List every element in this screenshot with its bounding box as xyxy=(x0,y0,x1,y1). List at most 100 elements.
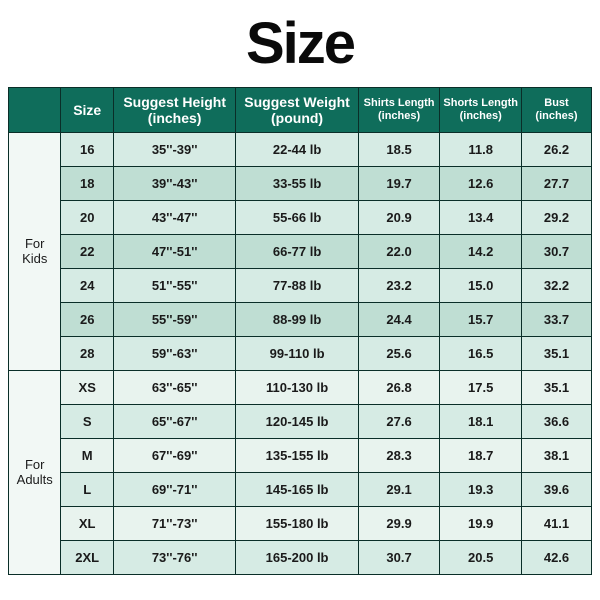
shorts-length-cell: 16.5 xyxy=(440,337,522,371)
table-row: 2XL73''-76''165-200 lb30.720.542.6 xyxy=(9,541,592,575)
header-group-blank xyxy=(9,88,61,133)
size-cell: S xyxy=(61,405,113,439)
bust-cell: 39.6 xyxy=(522,473,592,507)
shirt-length-cell: 20.9 xyxy=(358,201,440,235)
header-suggest-weight: Suggest Weight(pound) xyxy=(236,88,358,133)
bust-cell: 36.6 xyxy=(522,405,592,439)
shirt-length-cell: 30.7 xyxy=(358,541,440,575)
height-cell: 59''-63'' xyxy=(113,337,235,371)
height-cell: 63''-65'' xyxy=(113,371,235,405)
row-group-label: ForAdults xyxy=(9,371,61,575)
height-cell: 51''-55'' xyxy=(113,269,235,303)
shirt-length-cell: 19.7 xyxy=(358,167,440,201)
bust-cell: 35.1 xyxy=(522,371,592,405)
weight-cell: 145-165 lb xyxy=(236,473,358,507)
height-cell: 67''-69'' xyxy=(113,439,235,473)
table-row: 2655''-59''88-99 lb24.415.733.7 xyxy=(9,303,592,337)
weight-cell: 33-55 lb xyxy=(236,167,358,201)
shorts-length-cell: 14.2 xyxy=(440,235,522,269)
header-row: SizeSuggest Height(inches)Suggest Weight… xyxy=(9,88,592,133)
header-bust: Bust(inches) xyxy=(522,88,592,133)
height-cell: 35''-39'' xyxy=(113,133,235,167)
bust-cell: 33.7 xyxy=(522,303,592,337)
bust-cell: 26.2 xyxy=(522,133,592,167)
shorts-length-cell: 18.7 xyxy=(440,439,522,473)
header-suggest-height: Suggest Height(inches) xyxy=(113,88,235,133)
table-row: 2451''-55''77-88 lb23.215.032.2 xyxy=(9,269,592,303)
size-table: SizeSuggest Height(inches)Suggest Weight… xyxy=(8,87,592,575)
table-row: XL71''-73''155-180 lb29.919.941.1 xyxy=(9,507,592,541)
size-cell: 24 xyxy=(61,269,113,303)
size-cell: 26 xyxy=(61,303,113,337)
weight-cell: 77-88 lb xyxy=(236,269,358,303)
shirt-length-cell: 23.2 xyxy=(358,269,440,303)
height-cell: 39''-43'' xyxy=(113,167,235,201)
weight-cell: 55-66 lb xyxy=(236,201,358,235)
weight-cell: 155-180 lb xyxy=(236,507,358,541)
shirt-length-cell: 22.0 xyxy=(358,235,440,269)
shirt-length-cell: 24.4 xyxy=(358,303,440,337)
height-cell: 71''-73'' xyxy=(113,507,235,541)
table-row: 2043''-47''55-66 lb20.913.429.2 xyxy=(9,201,592,235)
bust-cell: 41.1 xyxy=(522,507,592,541)
size-cell: 18 xyxy=(61,167,113,201)
bust-cell: 32.2 xyxy=(522,269,592,303)
shirt-length-cell: 29.1 xyxy=(358,473,440,507)
bust-cell: 30.7 xyxy=(522,235,592,269)
size-cell: 22 xyxy=(61,235,113,269)
row-group-label: ForKids xyxy=(9,133,61,371)
weight-cell: 120-145 lb xyxy=(236,405,358,439)
shorts-length-cell: 13.4 xyxy=(440,201,522,235)
table-row: M67''-69''135-155 lb28.318.738.1 xyxy=(9,439,592,473)
weight-cell: 99-110 lb xyxy=(236,337,358,371)
weight-cell: 66-77 lb xyxy=(236,235,358,269)
table-row: 1839''-43''33-55 lb19.712.627.7 xyxy=(9,167,592,201)
size-chart-container: Size SizeSuggest Height(inches)Suggest W… xyxy=(0,0,600,600)
bust-cell: 42.6 xyxy=(522,541,592,575)
shirt-length-cell: 26.8 xyxy=(358,371,440,405)
height-cell: 65''-67'' xyxy=(113,405,235,439)
height-cell: 73''-76'' xyxy=(113,541,235,575)
size-cell: XL xyxy=(61,507,113,541)
shirt-length-cell: 29.9 xyxy=(358,507,440,541)
table-head: SizeSuggest Height(inches)Suggest Weight… xyxy=(9,88,592,133)
shirt-length-cell: 28.3 xyxy=(358,439,440,473)
size-cell: 2XL xyxy=(61,541,113,575)
size-cell: 20 xyxy=(61,201,113,235)
shorts-length-cell: 19.9 xyxy=(440,507,522,541)
table-row: L69''-71''145-165 lb29.119.339.6 xyxy=(9,473,592,507)
shorts-length-cell: 12.6 xyxy=(440,167,522,201)
height-cell: 47''-51'' xyxy=(113,235,235,269)
shorts-length-cell: 11.8 xyxy=(440,133,522,167)
table-row: 2247''-51''66-77 lb22.014.230.7 xyxy=(9,235,592,269)
height-cell: 55''-59'' xyxy=(113,303,235,337)
size-cell: 16 xyxy=(61,133,113,167)
shirt-length-cell: 25.6 xyxy=(358,337,440,371)
shorts-length-cell: 15.0 xyxy=(440,269,522,303)
table-row: S65''-67''120-145 lb27.618.136.6 xyxy=(9,405,592,439)
size-cell: L xyxy=(61,473,113,507)
bust-cell: 29.2 xyxy=(522,201,592,235)
weight-cell: 165-200 lb xyxy=(236,541,358,575)
shirt-length-cell: 18.5 xyxy=(358,133,440,167)
table-row: ForKids1635''-39''22-44 lb18.511.826.2 xyxy=(9,133,592,167)
size-cell: XS xyxy=(61,371,113,405)
shorts-length-cell: 19.3 xyxy=(440,473,522,507)
height-cell: 69''-71'' xyxy=(113,473,235,507)
bust-cell: 38.1 xyxy=(522,439,592,473)
table-row: ForAdultsXS63''-65''110-130 lb26.817.535… xyxy=(9,371,592,405)
shorts-length-cell: 18.1 xyxy=(440,405,522,439)
size-cell: 28 xyxy=(61,337,113,371)
bust-cell: 27.7 xyxy=(522,167,592,201)
weight-cell: 22-44 lb xyxy=(236,133,358,167)
bust-cell: 35.1 xyxy=(522,337,592,371)
shorts-length-cell: 15.7 xyxy=(440,303,522,337)
table-body: ForKids1635''-39''22-44 lb18.511.826.218… xyxy=(9,133,592,575)
weight-cell: 110-130 lb xyxy=(236,371,358,405)
weight-cell: 88-99 lb xyxy=(236,303,358,337)
page-title: Size xyxy=(246,10,354,77)
height-cell: 43''-47'' xyxy=(113,201,235,235)
weight-cell: 135-155 lb xyxy=(236,439,358,473)
table-row: 2859''-63''99-110 lb25.616.535.1 xyxy=(9,337,592,371)
size-cell: M xyxy=(61,439,113,473)
